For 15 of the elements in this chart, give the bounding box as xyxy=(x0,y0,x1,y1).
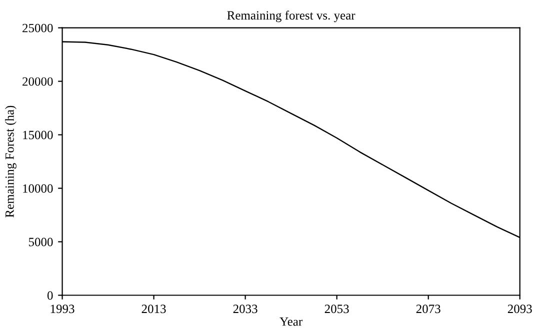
x-tick-label: 2053 xyxy=(324,304,349,314)
x-tick-label: 2093 xyxy=(508,304,532,314)
y-tick-label: 25000 xyxy=(22,24,53,32)
y-tick-label: 0 xyxy=(47,291,53,300)
y-tick-label: 10000 xyxy=(23,184,53,193)
y-tick-label: 15000 xyxy=(23,130,53,140)
x-axis-title: Year xyxy=(280,317,302,326)
x-tick-label: 2033 xyxy=(233,304,258,314)
x-tick-label: 2013 xyxy=(142,304,166,314)
chart-title: Remaining forest vs. year xyxy=(227,10,356,22)
x-tick-label: 2073 xyxy=(416,304,440,314)
y-tick-label: 20000 xyxy=(22,77,53,86)
x-tick-label: 1993 xyxy=(50,304,74,314)
y-tick-label: 5000 xyxy=(28,238,53,246)
y-axis-title: Remaining Forest (ha) xyxy=(5,106,16,218)
